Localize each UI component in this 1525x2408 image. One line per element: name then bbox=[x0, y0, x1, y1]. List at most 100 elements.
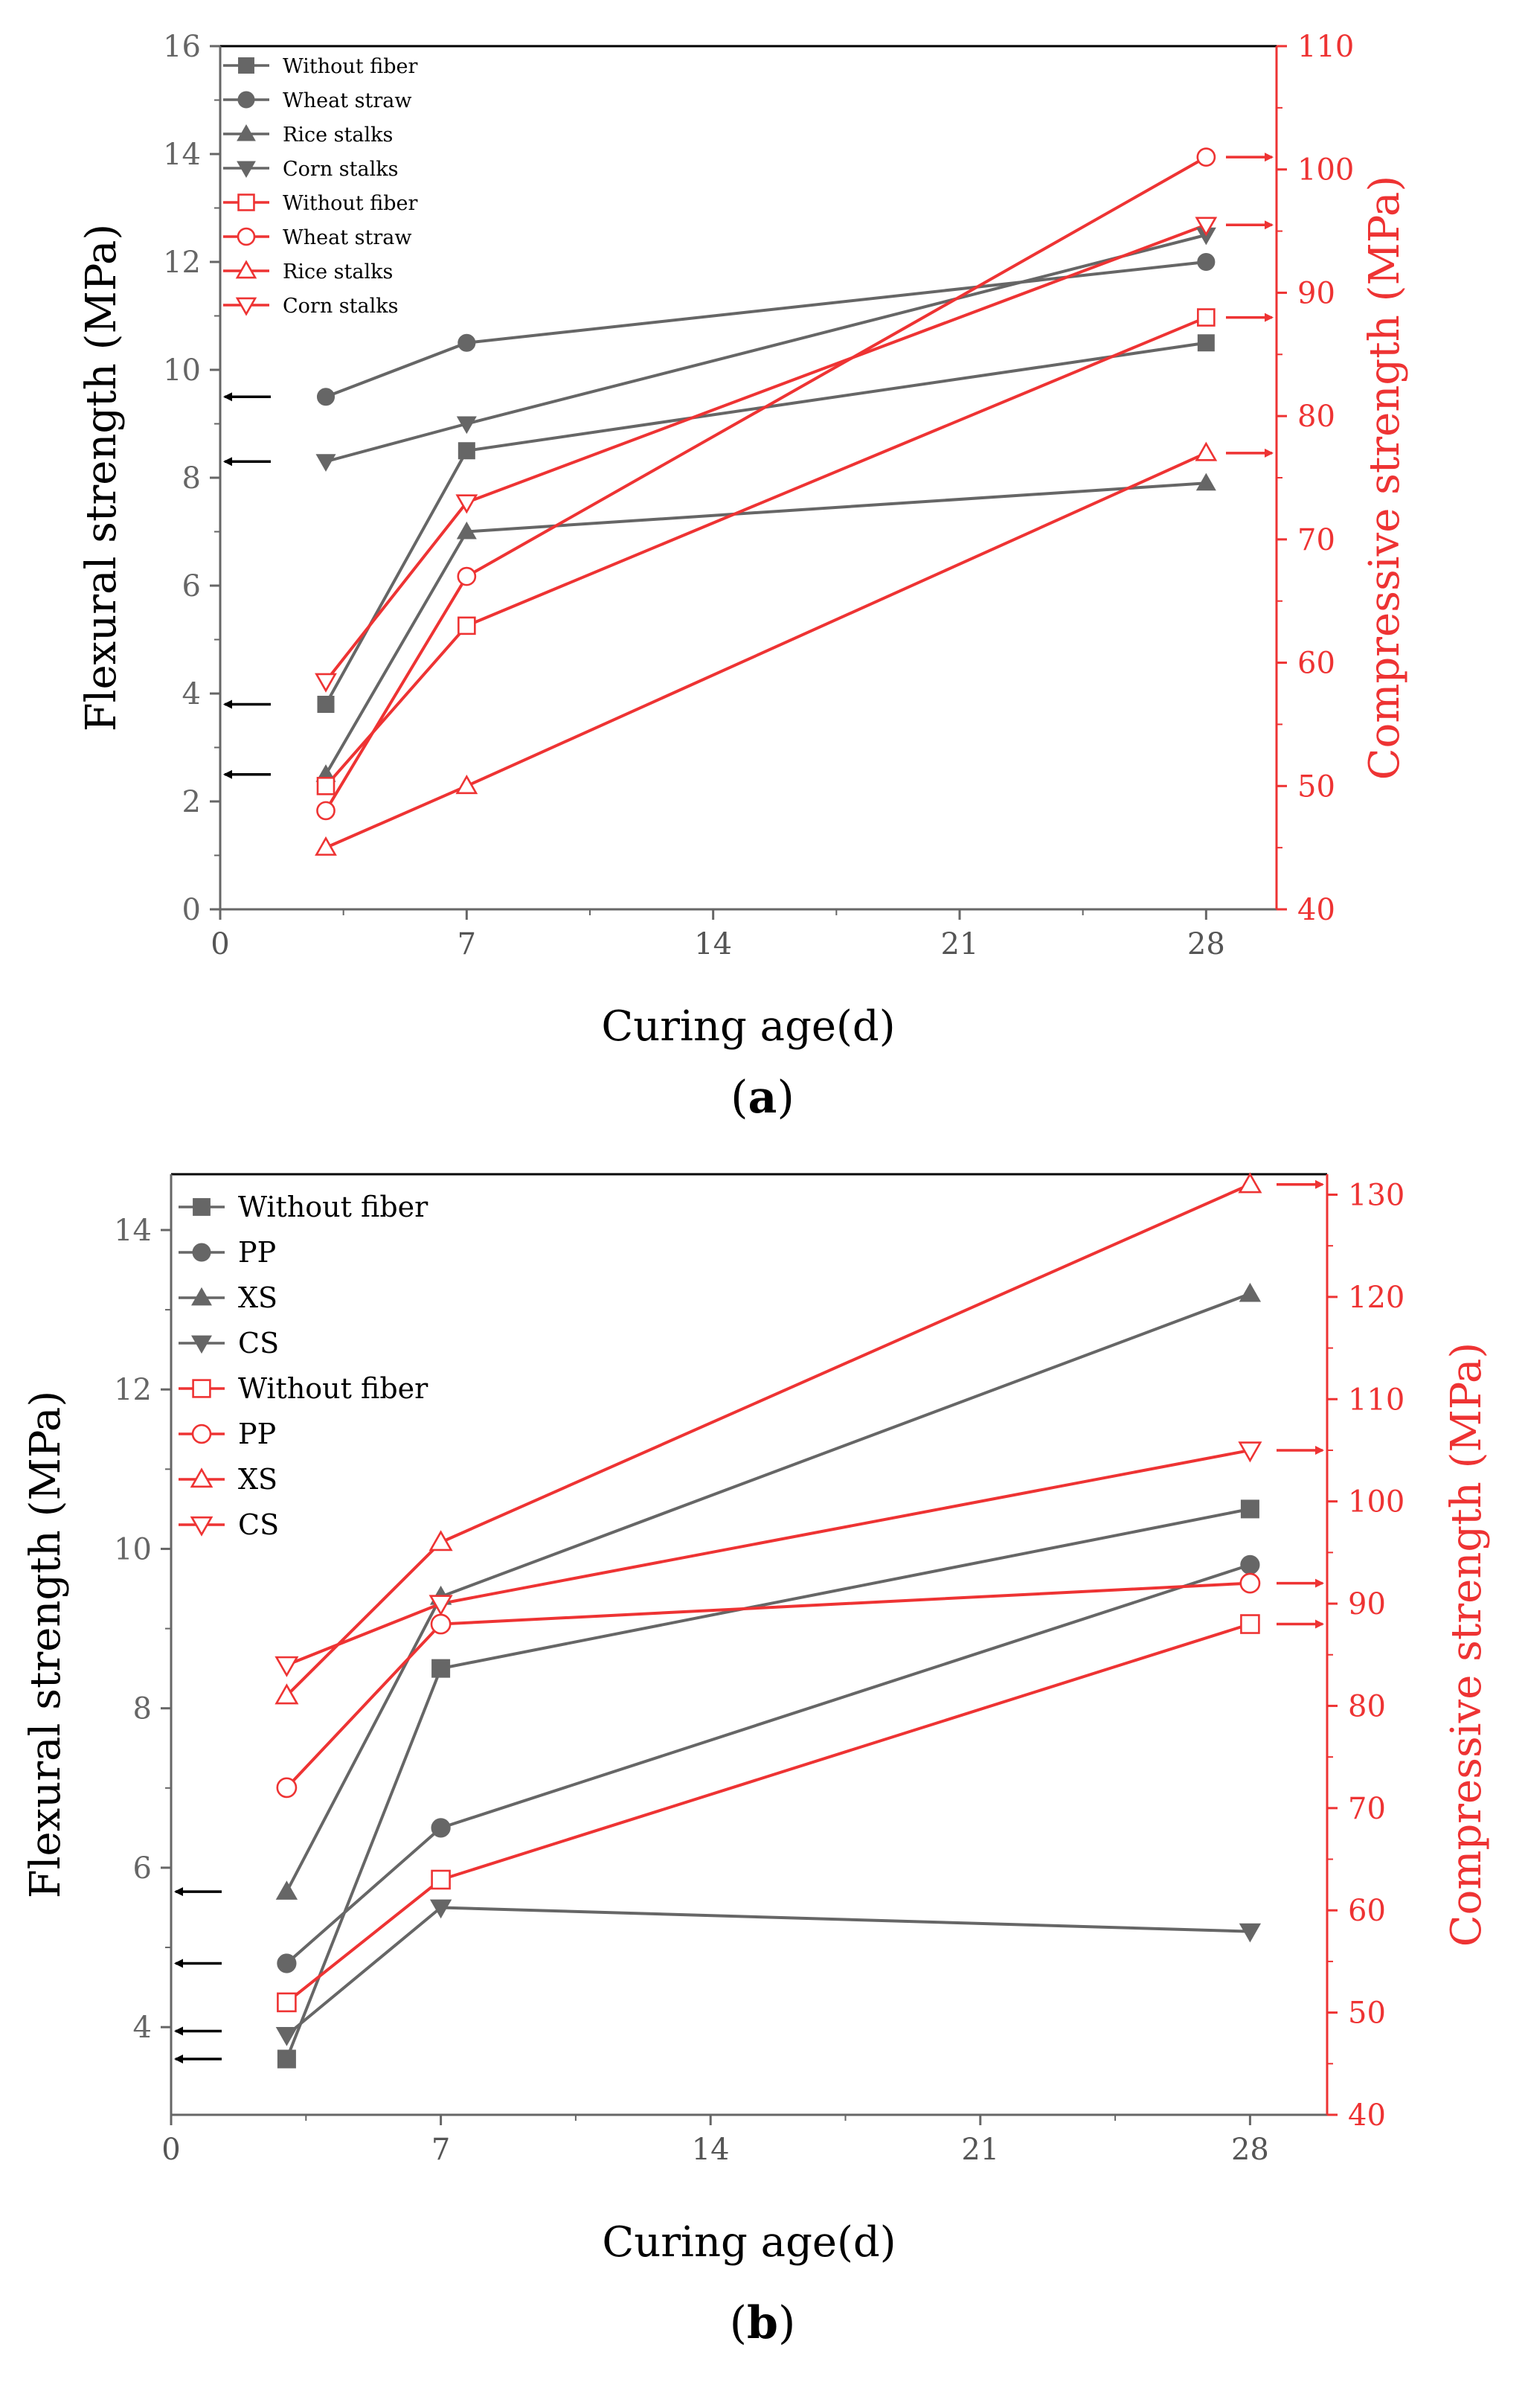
data-point-left-2 bbox=[1239, 1282, 1262, 1302]
x-tick-label: 14 bbox=[692, 2133, 730, 2167]
y-left-tick-label: 8 bbox=[182, 461, 201, 496]
legend-entry: Wheat straw bbox=[223, 89, 411, 112]
data-point-left-1 bbox=[1197, 252, 1216, 272]
data-point-right-7 bbox=[1195, 217, 1218, 237]
data-point-left-0 bbox=[1240, 1499, 1259, 1519]
data-point-left-2 bbox=[1195, 473, 1216, 491]
y-left-tick-label: 8 bbox=[133, 1692, 152, 1726]
legend-label: Without fiber bbox=[283, 192, 417, 215]
data-point-left-0 bbox=[277, 2049, 296, 2069]
data-point-right-4 bbox=[316, 776, 336, 795]
series-line-right-4 bbox=[324, 316, 1207, 787]
y-right-tick-label: 100 bbox=[1297, 153, 1354, 188]
data-point-left-3 bbox=[456, 416, 477, 435]
data-point-left-3 bbox=[315, 454, 336, 472]
x-tick-label: 21 bbox=[941, 927, 979, 961]
y-left-axis-label: Flexural strength (MPa) bbox=[22, 1391, 70, 1898]
data-point-right-5 bbox=[316, 801, 336, 821]
data-point-right-7 bbox=[455, 494, 478, 514]
legend-marker bbox=[237, 124, 256, 141]
y-left-tick-label: 4 bbox=[182, 677, 201, 711]
data-point-right-5 bbox=[457, 566, 477, 586]
data-point-right-6 bbox=[1195, 441, 1218, 461]
legend-label: Corn stalks bbox=[283, 295, 398, 318]
legend-marker bbox=[237, 227, 256, 246]
panel-label-close: ) bbox=[777, 1072, 794, 1124]
legend-label: XS bbox=[238, 1463, 277, 1496]
y-right-tick-label: 100 bbox=[1348, 1485, 1404, 1520]
y-right-tick-label: 110 bbox=[1297, 30, 1354, 64]
legend-entry: PP bbox=[179, 1236, 276, 1269]
x-tick-label: 28 bbox=[1231, 2133, 1269, 2167]
legend-label: Rice stalks bbox=[283, 124, 393, 147]
legend-marker bbox=[192, 1243, 211, 1262]
legend-label: Without fiber bbox=[238, 1191, 428, 1223]
data-point-left-1 bbox=[431, 1818, 451, 1838]
data-point-right-6 bbox=[315, 836, 337, 856]
legend-entry: CS bbox=[179, 1508, 279, 1541]
data-point-right-5 bbox=[1239, 1572, 1261, 1594]
y-right-tick-label: 90 bbox=[1297, 276, 1335, 310]
data-point-left-1 bbox=[277, 1953, 297, 1973]
x-tick-label: 7 bbox=[458, 927, 476, 961]
x-tick-label: 0 bbox=[211, 927, 229, 961]
y-right-tick-label: 60 bbox=[1297, 647, 1335, 681]
legend-entry: CS bbox=[179, 1327, 279, 1360]
y-right-tick-label: 40 bbox=[1297, 893, 1335, 927]
y-left-tick-label: 14 bbox=[163, 138, 201, 172]
data-point-left-3 bbox=[1239, 1923, 1262, 1943]
legend-marker bbox=[191, 1424, 212, 1444]
data-point-right-4 bbox=[458, 616, 476, 635]
series-line-right-7 bbox=[324, 223, 1207, 682]
x-axis-label: Curing age(d) bbox=[601, 1002, 895, 1051]
data-point-right-5 bbox=[430, 1613, 452, 1635]
y-left-tick-label: 10 bbox=[114, 1532, 152, 1566]
y-left-tick-label: 12 bbox=[114, 1373, 152, 1407]
y-right-tick-label: 50 bbox=[1348, 1996, 1386, 2031]
y-right-tick-label: 130 bbox=[1348, 1178, 1404, 1212]
legend-entry: Without fiber bbox=[223, 55, 417, 78]
chart-panel-b: 0 7 14 21 28 4 6 8 10 12 14 40 50 60 70 80 90 100 110 120 13… bbox=[22, 1172, 1491, 2349]
data-point-left-2 bbox=[275, 1880, 298, 1900]
legend-label: Without fiber bbox=[238, 1372, 428, 1405]
data-point-right-4 bbox=[277, 1992, 297, 2013]
data-point-left-0 bbox=[431, 1659, 451, 1678]
legend-marker bbox=[191, 1335, 212, 1354]
x-tick-label: 14 bbox=[694, 927, 732, 961]
y-left-tick-label: 2 bbox=[182, 785, 201, 819]
legend-label: Without fiber bbox=[283, 55, 417, 78]
data-point-right-7 bbox=[428, 1595, 453, 1616]
series-line-left-3 bbox=[325, 233, 1207, 464]
panel-label-close: ) bbox=[778, 2297, 795, 2349]
y-right-tick-label: 70 bbox=[1297, 523, 1335, 557]
legend-marker bbox=[235, 297, 257, 316]
y-right-tick-label: 110 bbox=[1348, 1383, 1404, 1417]
legend-entry: XS bbox=[179, 1281, 277, 1314]
y-left-tick-label: 6 bbox=[133, 1851, 152, 1886]
legend-entry: Rice stalks bbox=[223, 124, 393, 147]
y-right-tick-label: 80 bbox=[1348, 1689, 1386, 1723]
data-point-right-5 bbox=[276, 1777, 298, 1799]
y-right-axis-label: Compressive strength (MPa) bbox=[1361, 176, 1409, 780]
legend-entry: Corn stalks bbox=[223, 158, 398, 181]
legend-label: PP bbox=[238, 1418, 276, 1450]
data-point-right-6 bbox=[274, 1683, 299, 1705]
panel-label-open: ( bbox=[731, 1072, 748, 1124]
y-left-tick-label: 0 bbox=[182, 893, 201, 927]
legend-marker bbox=[235, 260, 257, 279]
data-point-right-6 bbox=[428, 1530, 453, 1552]
x-axis-label: Curing age(d) bbox=[602, 2218, 896, 2267]
legend-marker bbox=[238, 57, 254, 74]
data-point-right-6 bbox=[455, 775, 478, 795]
legend-marker bbox=[190, 1467, 214, 1488]
y-right-tick-label: 50 bbox=[1297, 769, 1335, 804]
data-point-left-1 bbox=[458, 333, 476, 352]
series-line-left-3 bbox=[286, 1906, 1250, 2037]
y-right-tick-label: 60 bbox=[1348, 1894, 1386, 1928]
panel-label: (a) bbox=[731, 1072, 794, 1124]
legend-label: CS bbox=[238, 1508, 279, 1541]
data-point-right-7 bbox=[1238, 1441, 1262, 1463]
data-point-right-6 bbox=[1238, 1172, 1262, 1194]
y-right-axis-label: Compressive strength (MPa) bbox=[1442, 1342, 1491, 1947]
data-point-right-4 bbox=[1197, 308, 1216, 327]
